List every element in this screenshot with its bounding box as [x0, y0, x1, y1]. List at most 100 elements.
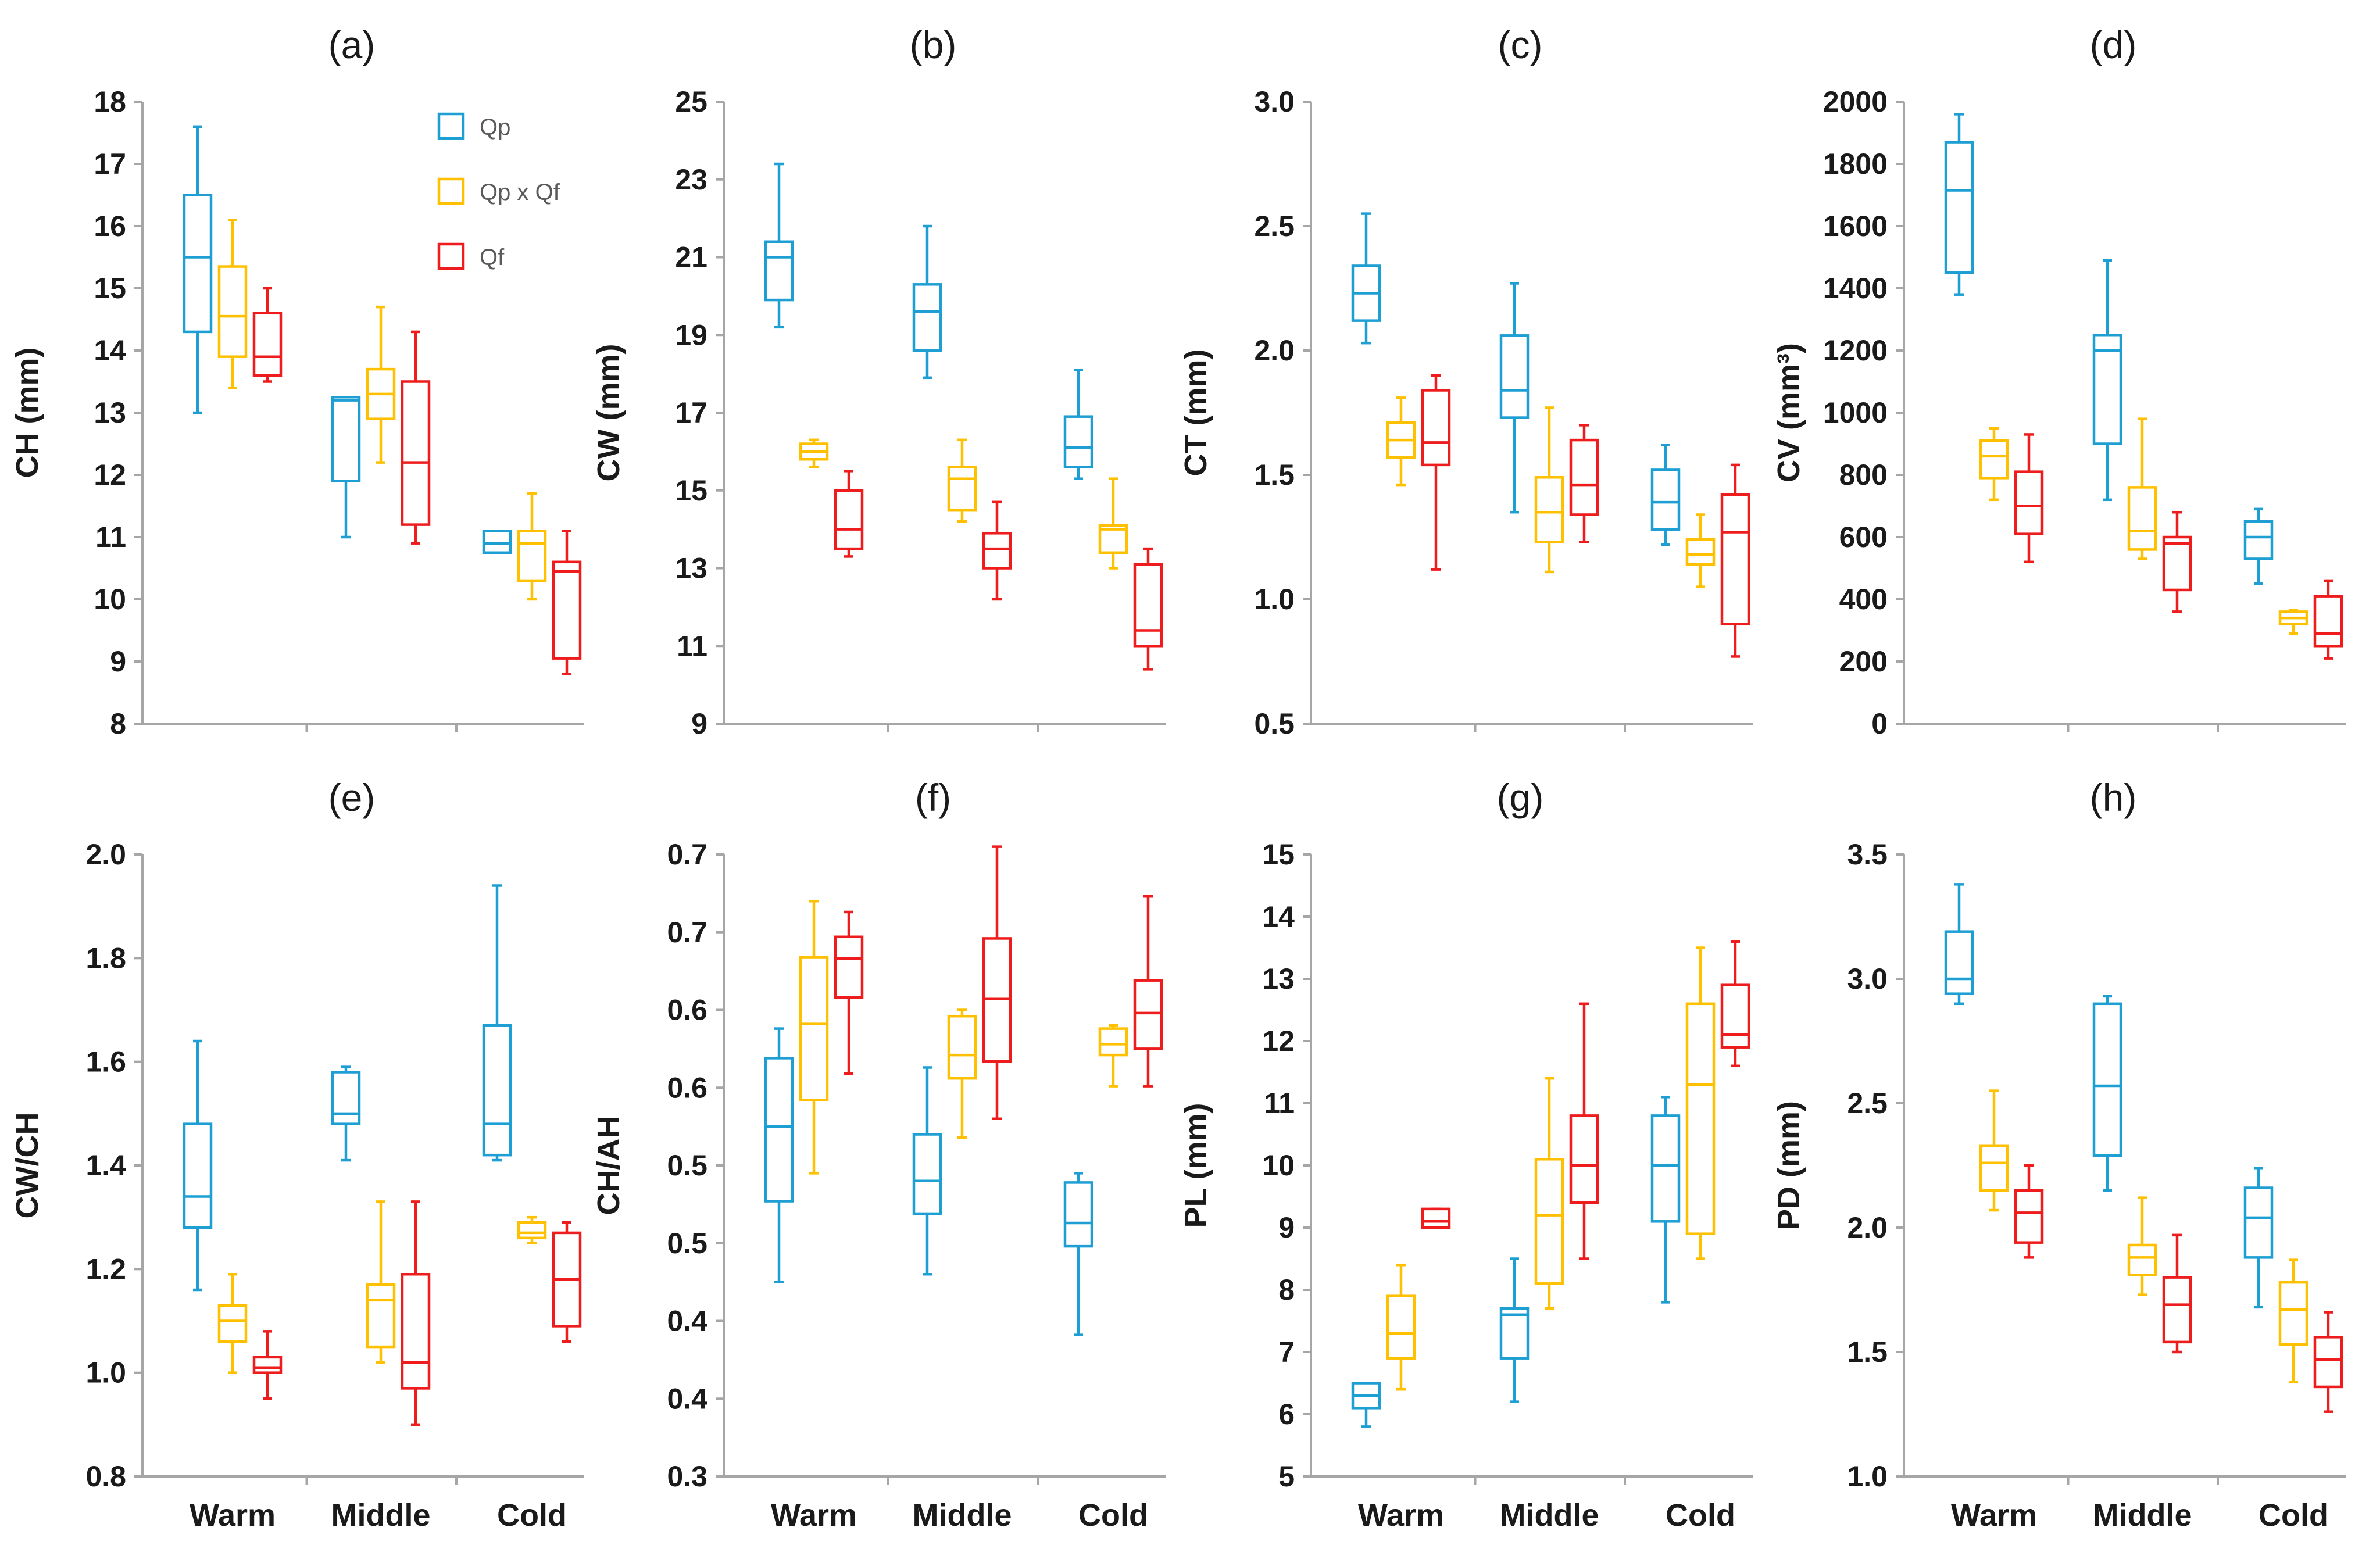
box-qf-cold — [1133, 895, 1163, 1088]
chart-panel-5: (e) 0.8 1.0 1.2 1.4 1.6 1.8 2.0 CW/CH Warm Middle C… — [10, 776, 584, 1533]
y-tick-label: 1000 — [1823, 396, 1888, 429]
legend: Qp Qp x Qf Qf — [437, 112, 560, 270]
box-iqr — [1944, 930, 1974, 995]
box-qpxqf-warm — [799, 900, 829, 1175]
box-iqr — [2014, 1189, 2044, 1244]
box-iqr — [1499, 334, 1530, 419]
box-iqr — [1944, 141, 1974, 274]
panel-letter: (f) — [915, 776, 951, 819]
y-tick-label: 1.5 — [1847, 1336, 1888, 1368]
y-tick-label: 6 — [1278, 1398, 1295, 1430]
y-tick-label: 11 — [1264, 1087, 1295, 1120]
box-qf-warm — [834, 470, 864, 558]
box-qpxqf-warm — [1979, 1089, 2009, 1212]
box-iqr — [517, 530, 547, 582]
y-tick-label: 5 — [1278, 1460, 1295, 1493]
y-tick-label: 0.5 — [1254, 707, 1295, 740]
box-iqr — [1534, 476, 1564, 543]
y-tick-label: 1.2 — [85, 1253, 126, 1285]
legend-label: Qp — [480, 115, 510, 140]
panel-letter: (c) — [1498, 23, 1543, 66]
box-qp-middle — [331, 396, 361, 539]
y-tick-label: 18 — [94, 85, 126, 118]
box-qp-middle — [2092, 259, 2122, 502]
legend-item-qf: Qf — [437, 242, 505, 270]
y-tick-label: 9 — [691, 707, 707, 740]
box-iqr — [2313, 595, 2343, 648]
box-qp-cold — [1063, 1172, 1093, 1336]
box-qpxqf-warm — [799, 438, 829, 468]
y-tick-label: 1400 — [1823, 272, 1888, 305]
y-tick-label: 1800 — [1823, 148, 1888, 180]
box-qp-middle — [2092, 995, 2122, 1192]
box-qpxqf-middle — [1534, 406, 1564, 574]
legend-item-qp: Qp — [437, 112, 510, 140]
box-qf-cold — [2313, 1311, 2343, 1413]
y-tick-label: 14 — [94, 334, 126, 367]
y-tick-label: 2.5 — [1254, 210, 1295, 242]
box-iqr — [764, 1057, 794, 1203]
box-iqr — [1979, 439, 2009, 480]
box-qp-middle — [331, 1065, 361, 1162]
box-qpxqf-cold — [2278, 1258, 2308, 1383]
box-qpxqf-warm — [1386, 396, 1416, 487]
box-qf-warm — [1421, 1207, 1451, 1229]
box-qf-warm — [252, 1330, 283, 1400]
y-axis-title: PL (mm) — [1178, 1103, 1213, 1228]
box-qp-warm — [183, 1039, 213, 1292]
y-tick-label: 0.5 — [667, 1149, 707, 1182]
box-qp-cold — [482, 884, 512, 1162]
y-tick-label: 200 — [1839, 645, 1888, 678]
box-qpxqf-cold — [1098, 1024, 1128, 1088]
box-iqr — [183, 194, 213, 334]
category-label: Cold — [1078, 1498, 1148, 1533]
legend-swatch — [437, 112, 465, 140]
box-qp-warm — [1944, 113, 1974, 296]
category-label: Warm — [1951, 1498, 2037, 1533]
box-qpxqf-warm — [217, 1273, 248, 1374]
box-qp-cold — [1650, 1096, 1681, 1304]
box-iqr — [912, 283, 942, 352]
box-qp-middle — [912, 1066, 942, 1276]
box-qpxqf-cold — [517, 1215, 547, 1244]
y-tick-label: 10 — [1262, 1149, 1295, 1182]
box-qp-warm — [1351, 212, 1381, 345]
box-qf-middle — [401, 1200, 431, 1426]
y-tick-label: 9 — [1278, 1211, 1295, 1244]
y-tick-label: 0.3 — [667, 1460, 707, 1493]
y-axis-title: CV (mm³) — [1771, 343, 1806, 482]
box-iqr — [947, 466, 977, 512]
y-axis-title: CH/AH — [591, 1116, 626, 1215]
box-iqr — [1720, 493, 1750, 626]
box-iqr — [1133, 979, 1163, 1050]
box-qf-middle — [2162, 510, 2192, 613]
y-tick-label: 2.5 — [1847, 1087, 1888, 1120]
box-qf-warm — [2014, 1164, 2044, 1259]
chart-panel-2: (b) 9 11 13 15 17 19 21 23 25 CW (mm) — [591, 23, 1166, 740]
panel-letter: (g) — [1497, 776, 1544, 819]
chart-panel-7: (g) 5 6 7 8 9 10 11 12 13 14 15 PL (mm) Warm Middle Col… — [1178, 776, 1753, 1533]
box-qpxqf-cold — [2278, 609, 2308, 635]
box-qpxqf-middle — [947, 438, 977, 523]
box-qf-warm — [2014, 433, 2044, 564]
box-iqr — [2127, 1243, 2157, 1276]
legend-item-qpxqf: Qp x Qf — [437, 177, 560, 205]
y-tick-label: 1.8 — [85, 942, 126, 974]
y-tick-label: 19 — [675, 319, 707, 351]
box-iqr — [2243, 1186, 2274, 1259]
box-qpxqf-cold — [517, 492, 547, 601]
y-tick-label: 0.6 — [667, 994, 707, 1027]
box-iqr — [834, 935, 864, 999]
box-qpxqf-middle — [947, 1008, 977, 1139]
y-tick-label: 15 — [94, 272, 126, 305]
box-qp-cold — [1650, 444, 1681, 546]
box-iqr — [2162, 535, 2192, 592]
y-tick-label: 11 — [677, 630, 707, 662]
y-tick-label: 17 — [675, 396, 707, 429]
box-iqr — [1063, 1181, 1093, 1248]
box-iqr — [1098, 1027, 1128, 1057]
box-qp-cold — [2243, 1167, 2274, 1309]
box-iqr — [1421, 389, 1451, 467]
y-tick-label: 1.0 — [1847, 1460, 1888, 1493]
